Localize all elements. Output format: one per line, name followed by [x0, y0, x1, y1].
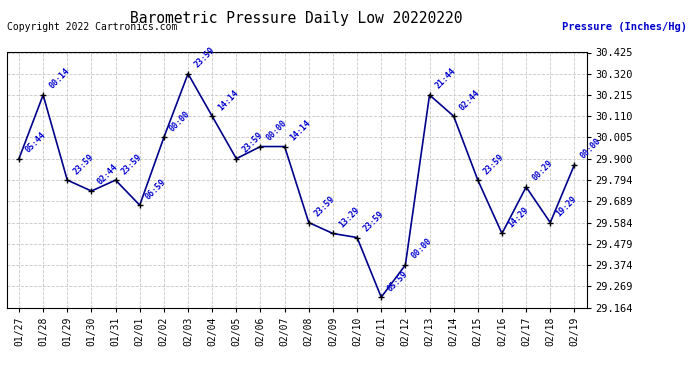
Text: 14:14: 14:14: [217, 88, 240, 112]
Text: 23:59: 23:59: [482, 152, 506, 176]
Text: 00:14: 00:14: [48, 67, 71, 91]
Text: 19:29: 19:29: [555, 194, 578, 218]
Text: Copyright 2022 Cartronics.com: Copyright 2022 Cartronics.com: [7, 22, 177, 33]
Text: 00:00: 00:00: [265, 118, 288, 142]
Text: 23:59: 23:59: [120, 152, 144, 176]
Text: 02:44: 02:44: [458, 88, 482, 112]
Text: 23:59: 23:59: [362, 209, 385, 233]
Text: 23:59: 23:59: [193, 45, 216, 70]
Text: 14:29: 14:29: [506, 205, 530, 230]
Text: 23:59: 23:59: [241, 130, 264, 154]
Text: Pressure (Inches/Hg): Pressure (Inches/Hg): [562, 22, 687, 33]
Text: 05:59: 05:59: [386, 269, 409, 293]
Text: 02:44: 02:44: [96, 163, 119, 187]
Text: 13:29: 13:29: [337, 205, 361, 230]
Text: 23:59: 23:59: [313, 194, 337, 218]
Text: 21:44: 21:44: [434, 67, 457, 91]
Text: 00:29: 00:29: [531, 159, 554, 183]
Text: 00:00: 00:00: [168, 109, 192, 133]
Text: Barometric Pressure Daily Low 20220220: Barometric Pressure Daily Low 20220220: [130, 11, 463, 26]
Text: 06:59: 06:59: [144, 177, 168, 201]
Text: 05:44: 05:44: [23, 130, 47, 154]
Text: 00:00: 00:00: [579, 136, 602, 160]
Text: 00:00: 00:00: [410, 237, 433, 261]
Text: 23:59: 23:59: [72, 152, 95, 176]
Text: 14:14: 14:14: [289, 118, 313, 142]
